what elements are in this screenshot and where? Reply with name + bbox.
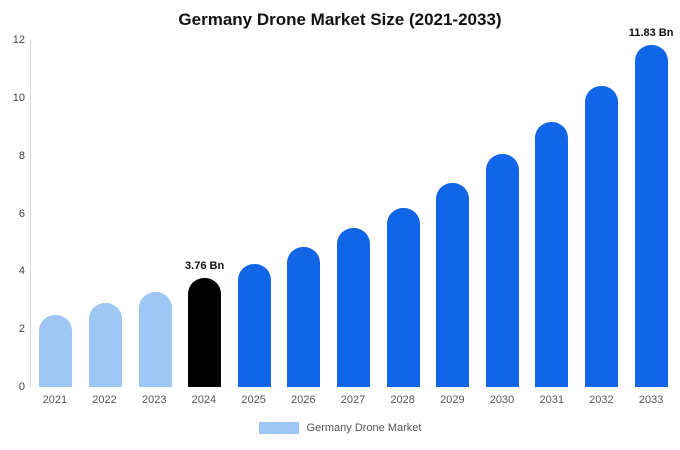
x-axis-label: 2031 bbox=[539, 394, 564, 406]
y-tick-label: 10 bbox=[12, 91, 25, 104]
legend-label: Germany Drone Market bbox=[306, 422, 422, 434]
bar-column bbox=[31, 40, 81, 387]
y-tick-label: 12 bbox=[12, 34, 25, 46]
bar-column bbox=[279, 40, 329, 387]
bar-column bbox=[378, 40, 428, 387]
data-label: 11.83 Bn bbox=[628, 26, 674, 39]
x-axis-label: 2022 bbox=[92, 394, 117, 406]
bar-2026 bbox=[287, 246, 321, 387]
x-axis-label: 2030 bbox=[489, 394, 515, 406]
bar-column bbox=[130, 40, 180, 387]
bar-2029 bbox=[436, 183, 470, 387]
chart-title: Germany Drone Market Size (2021-2033) bbox=[178, 10, 502, 29]
x-axis-label: 2021 bbox=[42, 394, 68, 406]
bar-2023 bbox=[138, 291, 172, 387]
bar-column: 11.83 Bn bbox=[626, 27, 676, 387]
bar-2021 bbox=[39, 314, 73, 387]
legend: Germany Drone Market bbox=[0, 422, 680, 434]
y-tick-label: 6 bbox=[18, 207, 25, 220]
x-axis-label: 2028 bbox=[390, 394, 415, 406]
bar-column bbox=[329, 40, 379, 387]
y-tick-label: 4 bbox=[18, 265, 25, 278]
x-axis-label: 2025 bbox=[241, 394, 266, 406]
y-tick-label: 8 bbox=[18, 149, 25, 162]
bar-column bbox=[428, 40, 478, 387]
x-axis-label: 2024 bbox=[191, 394, 217, 406]
bar-2033 bbox=[634, 44, 668, 387]
x-axis-label: 2026 bbox=[291, 394, 316, 406]
bar-column bbox=[477, 40, 527, 387]
bar-column bbox=[229, 40, 279, 387]
bar-2030 bbox=[485, 154, 519, 387]
y-tick-label: 2 bbox=[18, 323, 25, 336]
x-axis-label: 2027 bbox=[340, 394, 366, 406]
plot-area: 0 2 4 6 8 10 12 3.76 Bn 11.83 Bn bbox=[13, 27, 676, 393]
bar-column bbox=[527, 40, 577, 387]
x-axis-label: 2023 bbox=[141, 394, 167, 406]
x-axis-label: 2033 bbox=[638, 394, 664, 406]
bar-2032 bbox=[585, 86, 618, 387]
y-tick-label: 0 bbox=[18, 381, 25, 393]
bar-2031 bbox=[535, 122, 569, 387]
legend-swatch bbox=[258, 422, 299, 434]
bar-2028 bbox=[386, 207, 420, 387]
bar-column: 3.76 Bn bbox=[180, 40, 230, 387]
data-label: 3.76 Bn bbox=[185, 260, 225, 273]
x-axis-label: 2032 bbox=[589, 394, 614, 406]
bar-2024 bbox=[188, 278, 222, 387]
x-axis: 2021 2022 2023 2024 2025 2026 2027 2028 2029 2030… bbox=[30, 387, 676, 406]
bars-group: 3.76 Bn 11.83 Bn bbox=[31, 27, 676, 387]
x-axis-label: 2029 bbox=[440, 394, 465, 406]
bar-column bbox=[577, 40, 627, 387]
bar-column bbox=[81, 40, 131, 387]
bar-2027 bbox=[336, 227, 370, 387]
bar-2025 bbox=[237, 263, 271, 387]
bar-2022 bbox=[88, 303, 122, 387]
